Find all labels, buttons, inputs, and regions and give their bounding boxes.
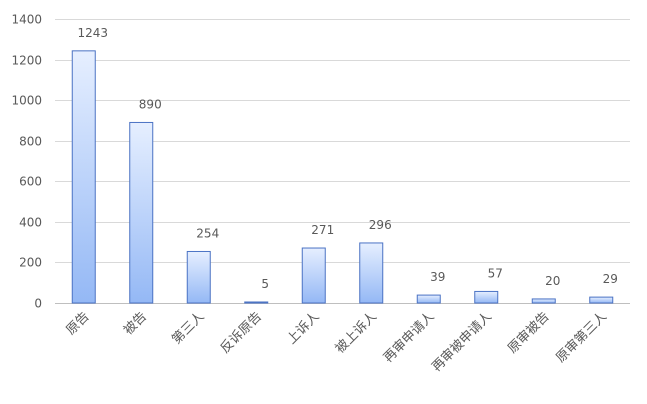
y-tick-label: 1400 xyxy=(11,13,42,27)
category-label: 再审被申请人 xyxy=(429,309,495,375)
bar xyxy=(531,298,556,304)
category-label: 再审申请人 xyxy=(381,309,438,366)
bar-value-label: 271 xyxy=(311,223,334,237)
bar-value-label: 5 xyxy=(261,277,269,291)
category-label: 第三人 xyxy=(169,309,207,347)
bar-value-label: 57 xyxy=(488,266,503,280)
category-label: 反诉原告 xyxy=(218,309,265,356)
category-label: 原审第三人 xyxy=(553,309,610,366)
bar xyxy=(129,121,154,304)
y-tick-label: 400 xyxy=(19,216,42,230)
bar xyxy=(416,294,441,304)
data-labels: 1243 890 254 5 271 296 39 57 20 29 xyxy=(77,26,617,291)
category-label: 原告 xyxy=(64,309,93,338)
y-tick-label: 1200 xyxy=(11,54,42,68)
bar-value-label: 296 xyxy=(369,218,392,232)
category-label: 被上诉人 xyxy=(333,309,380,356)
bar xyxy=(244,301,269,304)
bar xyxy=(71,50,96,304)
y-tick-label: 1000 xyxy=(11,94,42,108)
bar xyxy=(186,250,211,304)
bar-value-label: 39 xyxy=(430,270,445,284)
bar xyxy=(359,242,384,304)
y-tick-label: 600 xyxy=(19,175,42,189)
y-axis-ticks: 0 200 400 600 800 1000 1200 1400 xyxy=(11,13,42,311)
bar xyxy=(474,290,499,304)
bar xyxy=(301,247,326,304)
bars xyxy=(71,50,614,304)
bar-value-label: 1243 xyxy=(77,26,108,40)
bar-value-label: 254 xyxy=(196,226,219,240)
y-tick-label: 200 xyxy=(19,256,42,270)
y-tick-label: 0 xyxy=(34,297,42,311)
y-tick-label: 800 xyxy=(19,135,42,149)
category-label: 被告 xyxy=(121,309,150,338)
bar-value-label: 890 xyxy=(139,97,162,111)
category-label: 原审被告 xyxy=(505,309,552,356)
bar-value-label: 20 xyxy=(545,274,560,288)
bar xyxy=(589,296,614,304)
bar-value-label: 29 xyxy=(603,272,618,286)
category-label: 上诉人 xyxy=(284,309,322,347)
